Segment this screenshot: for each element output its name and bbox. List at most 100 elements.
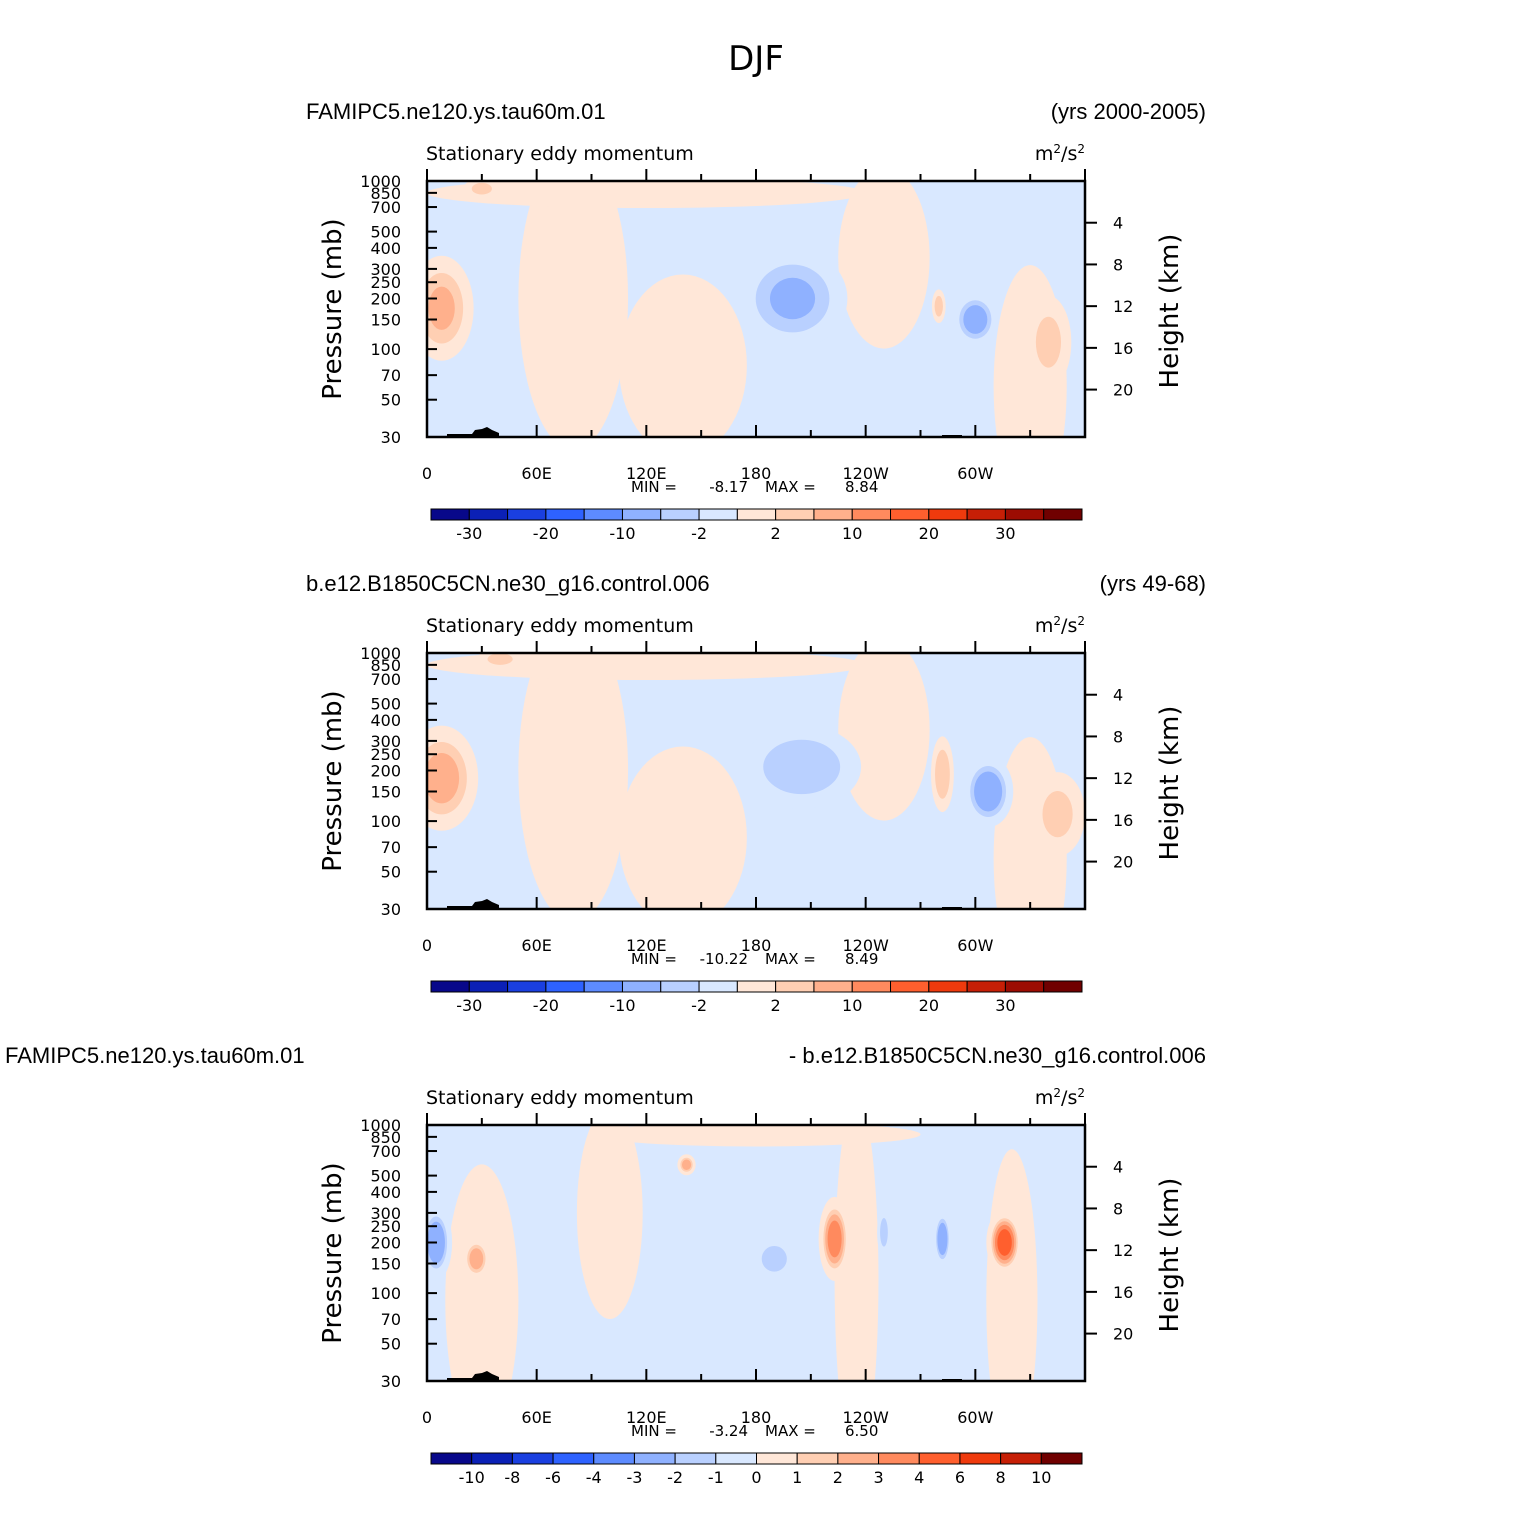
colorbar-box: [471, 1452, 513, 1465]
colorbar-label: -2: [667, 1468, 683, 1487]
chart-panel-1: FAMIPC5.ne120.ys.tau60m.01 (yrs 2000-2005…: [306, 99, 1206, 543]
y-axis-label-left: Pressure (mb): [318, 1162, 348, 1343]
pressure-tick-label: 50: [381, 1335, 401, 1354]
units-part: 2: [1077, 614, 1085, 628]
panels: FAMIPC5.ne120.ys.tau60m.01 (yrs 2000-2005…: [5, 99, 1206, 1487]
height-tick-label: 16: [1113, 811, 1133, 830]
panel-left-title: FAMIPC5.ne120.ys.tau60m.01: [5, 1043, 305, 1068]
colorbar-box: [583, 508, 623, 521]
colorbar-label: -6: [545, 1468, 561, 1487]
units-label: m2/s2: [1035, 1086, 1085, 1109]
pressure-tick-label: 700: [370, 1142, 401, 1161]
colorbar-box: [430, 1452, 473, 1465]
colorbar-box: [507, 508, 547, 521]
x-tick-label: 180: [741, 1408, 772, 1427]
colorbar-label: 30: [995, 524, 1015, 543]
colorbar-box: [851, 508, 892, 521]
colorbar-label: 4: [914, 1468, 924, 1487]
colorbar-box: [621, 980, 662, 993]
y-axis-label-right: Height (km): [1155, 706, 1185, 861]
colorbar-box: [756, 1452, 798, 1465]
pressure-tick-label: 70: [381, 838, 401, 857]
pressure-tick-label: 200: [370, 761, 401, 780]
units-part: 2: [1053, 1086, 1061, 1100]
panel-left-title: FAMIPC5.ne120.ys.tau60m.01: [306, 99, 606, 124]
contour-blob: [428, 286, 455, 330]
colorbar-box: [890, 980, 930, 993]
pressure-tick-label: 700: [370, 670, 401, 689]
colorbar-box: [1004, 980, 1045, 993]
x-tick-label: 60E: [521, 464, 551, 483]
plot-area: [425, 169, 1097, 439]
pressure-tick-label: 850: [370, 184, 401, 203]
contour-blob: [763, 739, 841, 795]
min-label: MIN =: [631, 950, 677, 968]
colorbar-box: [890, 508, 930, 521]
contour-blob: [769, 277, 816, 320]
pressure-tick-label: 50: [381, 391, 401, 410]
colorbar-box: [966, 980, 1006, 993]
colorbar-box: [511, 1452, 554, 1465]
contour-blob: [963, 305, 988, 334]
pressure-tick-label: 300: [370, 732, 401, 751]
colorbar-box: [593, 1452, 635, 1465]
colorbar-label: 10: [842, 524, 862, 543]
colorbar-label: 1: [792, 1468, 802, 1487]
x-tick-label: 120E: [626, 464, 667, 483]
pressure-tick-label: 500: [370, 695, 401, 714]
positive-band: [834, 1125, 879, 1381]
x-tick-label: 120E: [626, 936, 667, 955]
pressure-tick-label: 70: [381, 1310, 401, 1329]
pressure-tick-label: 1000: [360, 644, 401, 663]
colorbar-box: [775, 980, 815, 993]
colorbar-box: [660, 508, 700, 521]
height-tick-label: 12: [1113, 297, 1133, 316]
x-tick-label: 0: [422, 464, 432, 483]
units-part: 2: [1053, 614, 1061, 628]
positive-band: [838, 181, 930, 349]
pressure-tick-label: 400: [370, 1183, 401, 1202]
max-label: MAX =: [765, 1422, 816, 1440]
height-tick-label: 4: [1113, 1158, 1123, 1177]
height-tick-label: 8: [1113, 727, 1123, 746]
height-tick-label: 8: [1113, 1199, 1123, 1218]
x-tick-label: 120W: [842, 1408, 889, 1427]
positive-band: [576, 1125, 643, 1319]
x-tick-label: 60E: [521, 936, 551, 955]
units-part: /s: [1061, 1087, 1077, 1109]
min-value: -8.17: [709, 478, 748, 496]
colorbar-box: [928, 508, 968, 521]
height-tick-label: 12: [1113, 1241, 1133, 1260]
x-tick-label: 120W: [842, 464, 889, 483]
topography: [447, 427, 499, 437]
colorbar-box: [1043, 508, 1083, 521]
colorbar-box: [430, 980, 470, 993]
contour-blob: [427, 753, 460, 804]
colorbar-box: [736, 508, 777, 521]
colorbar-label: -20: [533, 524, 559, 543]
pressure-tick-label: 50: [381, 863, 401, 882]
colorbar-box: [928, 980, 968, 993]
colorbar-label: -30: [456, 524, 482, 543]
colorbar-box: [621, 508, 662, 521]
x-tick-label: 120W: [842, 936, 889, 955]
colorbar-box: [552, 1452, 595, 1465]
colorbar-box: [430, 508, 470, 521]
max-value: 6.50: [845, 1422, 878, 1440]
panel-right-title: (yrs 2000-2005): [1051, 99, 1206, 124]
x-tick-label: 120E: [626, 1408, 667, 1427]
colorbar: [430, 980, 1083, 993]
colorbar-box: [918, 1452, 961, 1465]
colorbar-box: [507, 980, 547, 993]
colorbar-box: [698, 508, 738, 521]
units-label: m2/s2: [1035, 142, 1085, 165]
colorbar-box: [468, 508, 509, 521]
units-part: 2: [1053, 142, 1061, 156]
panel-right-title: - b.e12.B1850C5CN.ne30_g16.control.006: [789, 1043, 1206, 1068]
colorbar-label: -2: [691, 996, 707, 1015]
pressure-tick-label: 200: [370, 289, 401, 308]
pressure-tick-label: 400: [370, 711, 401, 730]
colorbar-box: [545, 508, 585, 521]
colorbar-box: [775, 508, 815, 521]
